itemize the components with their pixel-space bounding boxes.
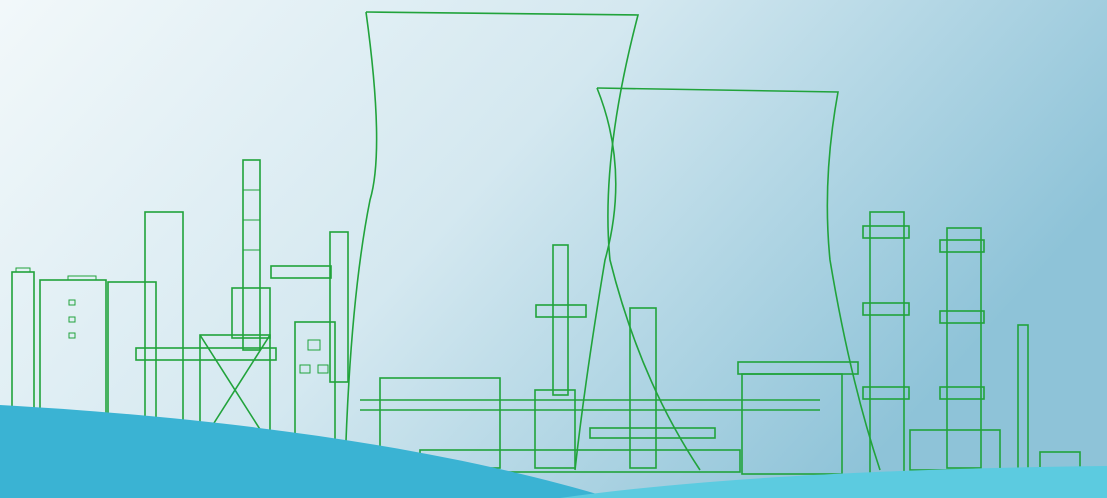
platform (862, 386, 910, 400)
structure (231, 287, 271, 339)
window (68, 316, 76, 323)
structure (534, 389, 576, 469)
platform (939, 239, 985, 253)
walkway (135, 347, 277, 361)
platform (862, 225, 910, 239)
wave (0, 405, 610, 498)
window (68, 332, 76, 339)
walkway (589, 427, 716, 439)
platform (862, 302, 910, 316)
cooling-tower-edge (344, 11, 378, 471)
roof (15, 267, 31, 273)
cooling-tower (365, 11, 701, 471)
platform (939, 310, 985, 324)
cooling-tower (596, 87, 881, 471)
chimney (629, 307, 657, 469)
platform (535, 304, 587, 318)
chimney (946, 227, 982, 469)
chimney (242, 159, 261, 351)
tower-frame (329, 231, 349, 383)
chimney (552, 244, 569, 396)
cooling-tower-edge (574, 87, 617, 471)
window (68, 299, 76, 306)
platform (939, 386, 985, 400)
wave-light (560, 466, 1107, 498)
building (741, 373, 843, 475)
walkway (270, 265, 332, 279)
roof (67, 275, 97, 281)
